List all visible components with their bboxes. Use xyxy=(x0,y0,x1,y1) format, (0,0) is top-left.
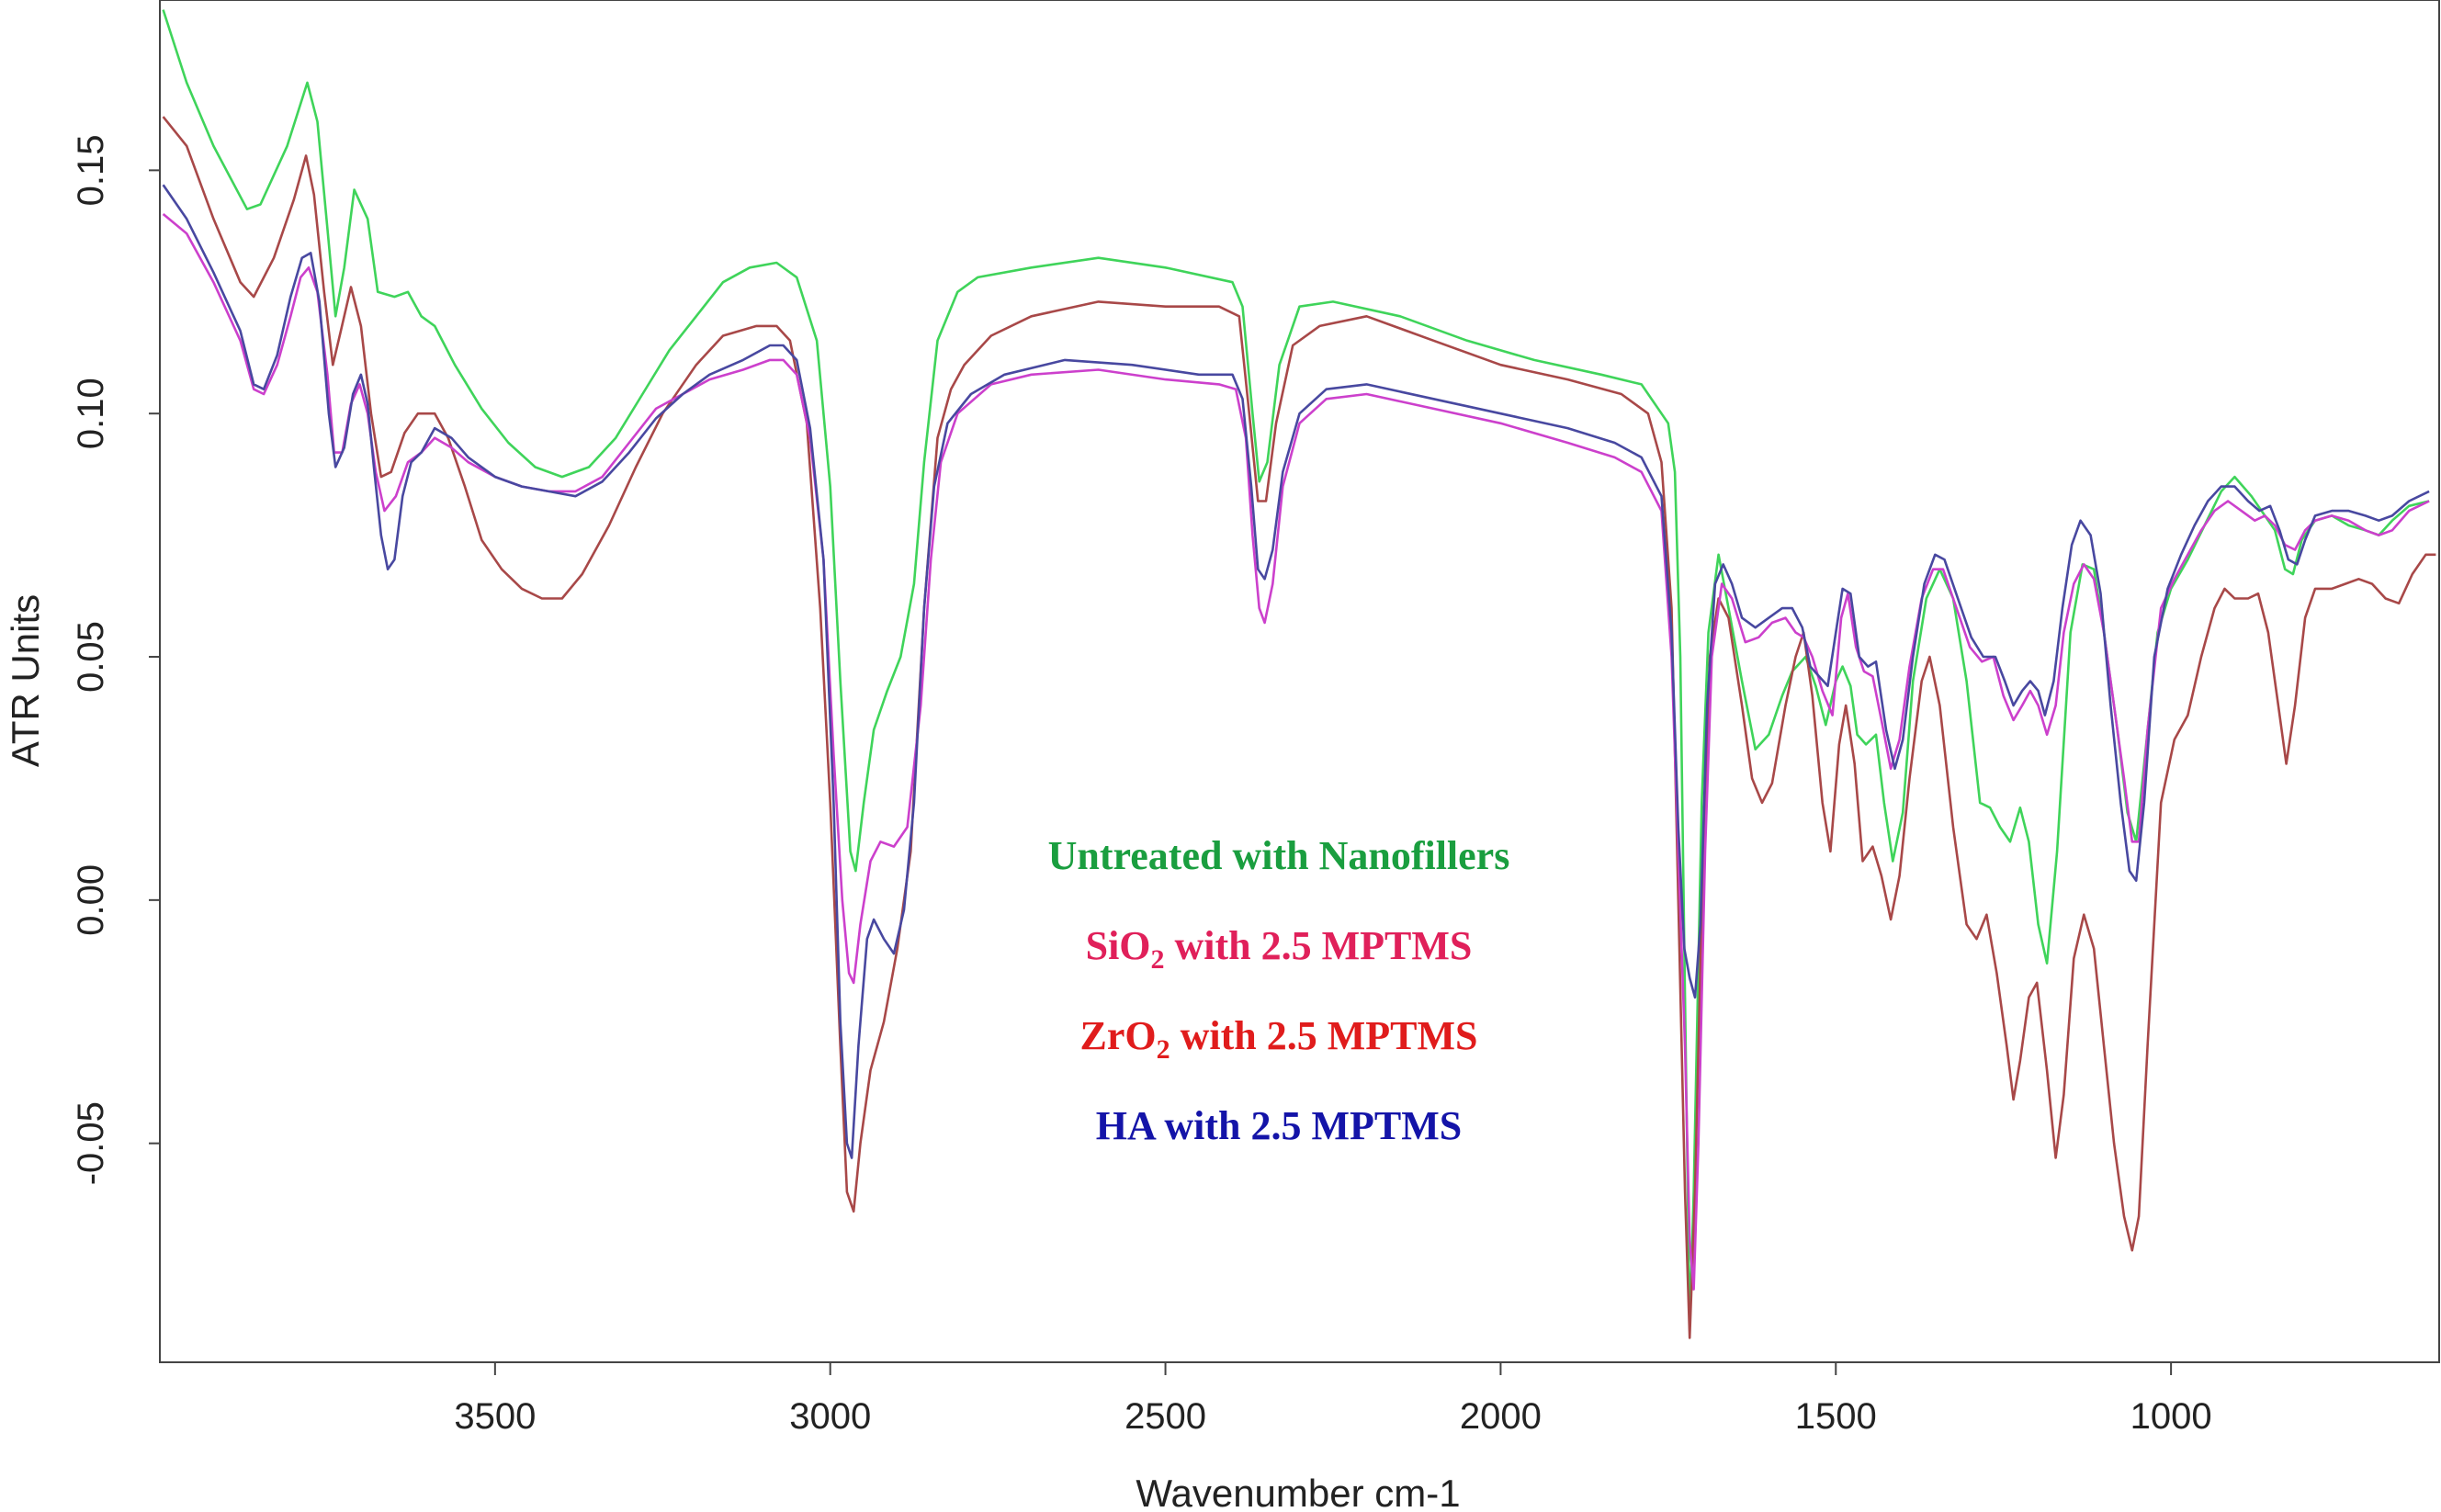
x-tick-label: 1500 xyxy=(1795,1396,1877,1437)
legend: Untreated with Nanofillers SiO2 with 2.5 … xyxy=(1048,833,1510,1148)
series-layer xyxy=(162,9,2436,1339)
y-tick-label: 0.10 xyxy=(71,378,111,449)
plot-frame xyxy=(159,0,2440,1363)
x-tick-label: 2000 xyxy=(1460,1396,1542,1437)
series-line-4 xyxy=(162,184,2430,1159)
series-line-2 xyxy=(162,116,2436,1339)
legend-entry-3: ZrO2 with 2.5 MPTMS xyxy=(1080,1013,1478,1065)
y-tick-label: 0.00 xyxy=(71,864,111,936)
legend-entry-4: HA with 2.5 MPTMS xyxy=(1096,1103,1462,1148)
y-tick-label: -0.05 xyxy=(71,1101,111,1185)
y-tick-label: 0.15 xyxy=(71,134,111,206)
x-tick-label: 1000 xyxy=(2130,1396,2212,1437)
x-tick-label: 2500 xyxy=(1124,1396,1206,1437)
x-tick-label: 3000 xyxy=(789,1396,871,1437)
y-tick-label: 0.05 xyxy=(71,621,111,693)
y-axis-ticks: -0.05 0.00 0.05 0.10 0.15 xyxy=(71,134,160,1185)
x-axis-ticks: 3500 3000 2500 2000 1500 1000 xyxy=(454,1362,2212,1437)
x-tick-label: 3500 xyxy=(454,1396,536,1437)
x-axis-label: Wavenumber cm-1 xyxy=(1136,1472,1460,1512)
legend-entry-1: Untreated with Nanofillers xyxy=(1048,833,1510,878)
y-axis-label: ATR Units xyxy=(4,594,47,767)
legend-entry-2: SiO2 with 2.5 MPTMS xyxy=(1086,923,1473,975)
